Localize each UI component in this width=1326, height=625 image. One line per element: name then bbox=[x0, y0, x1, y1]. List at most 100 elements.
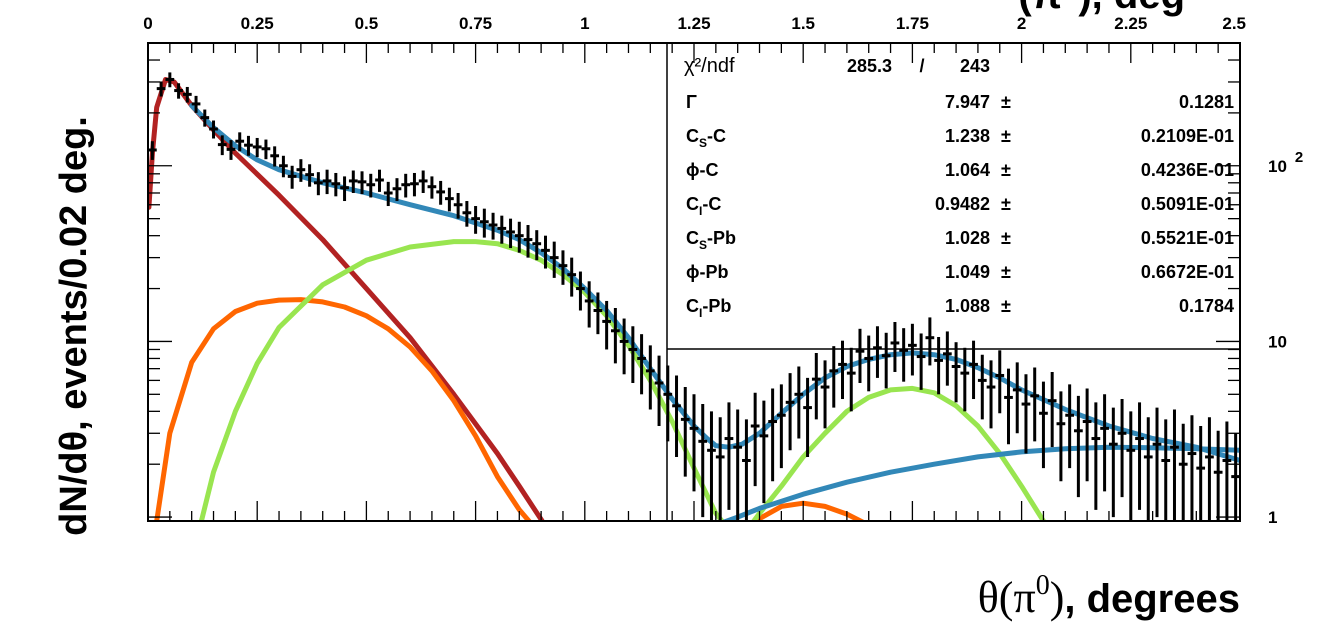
stats-param-pm: ± bbox=[1001, 92, 1011, 112]
data-point bbox=[436, 180, 446, 205]
data-point bbox=[672, 375, 681, 457]
stats-param-error: 0.2109E-01 bbox=[1141, 126, 1234, 146]
data-point bbox=[890, 322, 900, 372]
stats-param-pm: ± bbox=[1001, 296, 1011, 316]
data-point bbox=[689, 394, 699, 492]
data-point bbox=[611, 307, 620, 364]
data-point bbox=[348, 170, 358, 193]
data-point bbox=[209, 120, 218, 139]
stats-param-pm: ± bbox=[1001, 228, 1011, 248]
data-point bbox=[1074, 395, 1083, 498]
stats-chi2-row: χ²/ndf bbox=[684, 55, 735, 77]
stats-param-base: C bbox=[686, 228, 699, 248]
data-point bbox=[375, 169, 384, 192]
x-tick-label: 1.75 bbox=[896, 14, 929, 33]
data-point bbox=[899, 328, 909, 382]
data-point bbox=[1030, 367, 1040, 442]
data-point bbox=[1004, 368, 1013, 445]
data-point bbox=[453, 192, 463, 219]
x-tick-label: 0.5 bbox=[355, 14, 379, 33]
data-point bbox=[846, 347, 856, 412]
fit-curve bbox=[154, 297, 533, 521]
data-point bbox=[1100, 394, 1109, 492]
y-tick-label-base: 10 bbox=[1268, 332, 1287, 351]
stats-chi2-value: 285.3 bbox=[847, 56, 892, 76]
data-point bbox=[383, 181, 393, 207]
data-point bbox=[462, 201, 472, 227]
axis-ticks bbox=[147, 42, 1241, 521]
stats-param-error: 0.1784 bbox=[1179, 296, 1234, 316]
data-point bbox=[934, 336, 943, 395]
data-point bbox=[226, 140, 236, 160]
stats-param-value: 1.064 bbox=[945, 160, 990, 180]
y-tick-labels: 1 10 10 2 bbox=[1268, 149, 1303, 527]
data-point bbox=[925, 317, 935, 366]
data-point bbox=[410, 172, 419, 197]
y-tick-label-base: 1 bbox=[1268, 508, 1277, 527]
stats-param-suffix: -Pb bbox=[702, 296, 731, 316]
x-tick-label: 2.5 bbox=[1222, 14, 1246, 33]
data-point bbox=[287, 165, 297, 189]
data-point bbox=[1039, 381, 1048, 469]
stats-param-value: 1.088 bbox=[945, 296, 990, 316]
data-point bbox=[1056, 391, 1066, 482]
data-point bbox=[445, 187, 454, 212]
data-point bbox=[759, 400, 769, 504]
data-point bbox=[986, 360, 996, 429]
data-point bbox=[252, 137, 262, 158]
x-axis-title-symbol: θ(π bbox=[978, 573, 1036, 622]
x-axis-title: θ(π0), degrees bbox=[978, 570, 1240, 622]
x-tick-labels: 0 0.25 0.5 0.75 1 1.25 1.5 1.75 2 2.25 2.5 bbox=[143, 14, 1246, 33]
stats-param-suffix: -C bbox=[702, 194, 721, 214]
data-point bbox=[1213, 430, 1223, 521]
data-point bbox=[584, 281, 594, 328]
fit-curve bbox=[198, 239, 1047, 521]
stats-ndf-value: 243 bbox=[960, 56, 990, 76]
data-point bbox=[951, 342, 961, 403]
data-point bbox=[680, 387, 690, 477]
x-tick-label: 1 bbox=[580, 14, 589, 33]
x-tick-label: 0 bbox=[143, 14, 152, 33]
data-point bbox=[1222, 421, 1232, 521]
data-point bbox=[1108, 407, 1118, 518]
stats-param-name: CS-C bbox=[686, 126, 726, 150]
stats-param-base: C bbox=[686, 296, 699, 316]
x-tick-label: 0.75 bbox=[459, 14, 492, 33]
data-point bbox=[811, 352, 821, 420]
data-point bbox=[567, 257, 577, 297]
data-point bbox=[977, 354, 987, 420]
stats-param-value: 7.947 bbox=[945, 92, 990, 112]
data-point bbox=[305, 164, 314, 187]
data-point bbox=[715, 417, 725, 521]
data-point bbox=[654, 355, 664, 427]
data-point bbox=[200, 109, 210, 127]
data-point bbox=[1161, 419, 1171, 521]
data-point bbox=[794, 366, 804, 439]
data-point bbox=[864, 335, 874, 392]
top-axis-label: (π⁰), deg bbox=[1018, 0, 1185, 17]
data-point bbox=[768, 388, 777, 482]
stats-param-name: ϕ-Pb bbox=[686, 262, 729, 282]
data-point bbox=[174, 83, 183, 99]
data-point bbox=[1143, 417, 1153, 521]
data-point bbox=[427, 176, 437, 199]
y-tick-label: 1 bbox=[1268, 508, 1277, 527]
data-point bbox=[322, 169, 332, 195]
data-point bbox=[156, 81, 166, 97]
stats-param-pm: ± bbox=[1001, 126, 1011, 146]
data-point bbox=[742, 419, 751, 521]
data-point bbox=[707, 411, 716, 521]
fit-curve bbox=[148, 77, 546, 521]
stats-ndf-separator: / bbox=[919, 56, 924, 76]
stats-param-value: 1.238 bbox=[945, 126, 990, 146]
data-point bbox=[855, 328, 865, 383]
data-point bbox=[637, 334, 646, 395]
x-tick-label: 2 bbox=[1017, 14, 1026, 33]
data-point bbox=[750, 392, 760, 487]
stats-param-sub: S bbox=[699, 136, 707, 150]
data-point bbox=[549, 241, 559, 278]
data-points bbox=[148, 72, 1240, 521]
data-point bbox=[279, 155, 288, 178]
